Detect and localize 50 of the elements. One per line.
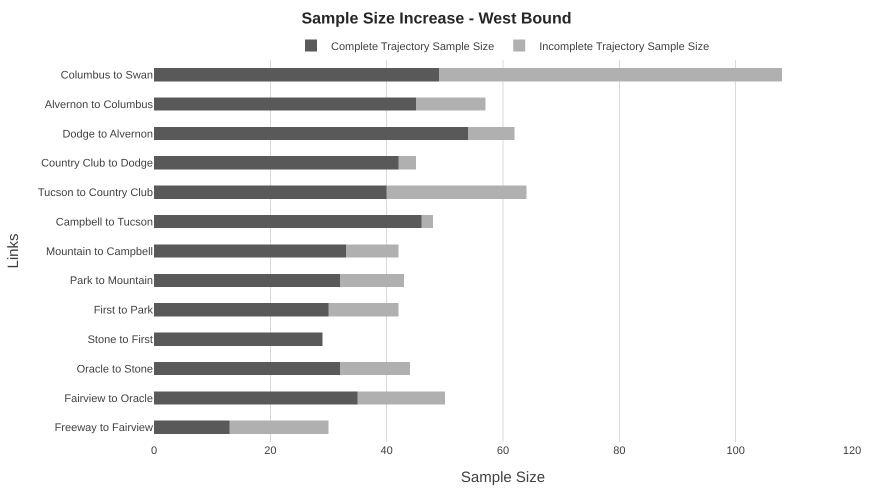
bar bbox=[439, 68, 782, 82]
bar bbox=[422, 215, 434, 228]
y-tick-label: Tucson to Country Club bbox=[38, 187, 153, 200]
y-tick-label: Columbus to Swan bbox=[60, 70, 153, 82]
y-tick-label: Freeway to Fairview bbox=[54, 422, 154, 434]
x-tick-label: 120 bbox=[842, 445, 862, 457]
bar bbox=[154, 244, 346, 258]
bar bbox=[154, 126, 468, 140]
x-tick-label: 40 bbox=[380, 445, 393, 457]
y-tick-label: First to Park bbox=[94, 304, 154, 317]
x-axis-title: Sample Size bbox=[460, 469, 546, 486]
legend-label: Incomplete Trajectory Sample Size bbox=[539, 40, 710, 53]
bar bbox=[154, 303, 328, 316]
y-tick-label: Country Club to Dodge bbox=[41, 158, 153, 170]
bar bbox=[154, 97, 416, 111]
bar bbox=[154, 391, 358, 405]
bar bbox=[154, 68, 440, 82]
bar bbox=[154, 156, 398, 170]
y-tick-label: Dodge to Alvernon bbox=[62, 128, 153, 140]
bar bbox=[416, 97, 486, 111]
bar bbox=[154, 186, 387, 199]
bar bbox=[468, 126, 515, 140]
bar bbox=[154, 274, 340, 287]
bar bbox=[154, 420, 230, 434]
x-tick-label: 80 bbox=[613, 445, 626, 457]
bar bbox=[230, 420, 328, 434]
chart-title: Sample Size Increase - West Bound bbox=[301, 10, 572, 28]
legend-label: Complete Trajectory Sample Size bbox=[331, 40, 494, 53]
x-tick-label: 60 bbox=[496, 445, 510, 457]
y-tick-label: Campbell to Tucson bbox=[56, 216, 153, 228]
bar bbox=[154, 362, 340, 376]
x-tick-label: 0 bbox=[150, 445, 158, 457]
y-tick-label: Fairview to Oracle bbox=[64, 392, 153, 405]
bar bbox=[154, 215, 422, 228]
bar bbox=[340, 274, 404, 287]
y-tick-label: Alvernon to Columbus bbox=[44, 98, 154, 111]
y-tick-label: Mountain to Campbell bbox=[46, 246, 153, 258]
bar bbox=[386, 186, 526, 199]
bar bbox=[398, 156, 416, 170]
bar bbox=[346, 244, 398, 258]
bar bbox=[340, 362, 410, 376]
y-tick-label: Oracle to Stone bbox=[76, 363, 153, 376]
y-axis-title: Links bbox=[5, 233, 22, 269]
x-tick-label: 20 bbox=[264, 445, 276, 457]
y-tick-label: Stone to First bbox=[88, 334, 153, 346]
bar bbox=[328, 303, 398, 316]
bar bbox=[154, 332, 323, 346]
y-tick-label: Park to Mountain bbox=[70, 275, 153, 288]
x-tick-label: 100 bbox=[726, 445, 745, 457]
bar bbox=[358, 391, 445, 405]
